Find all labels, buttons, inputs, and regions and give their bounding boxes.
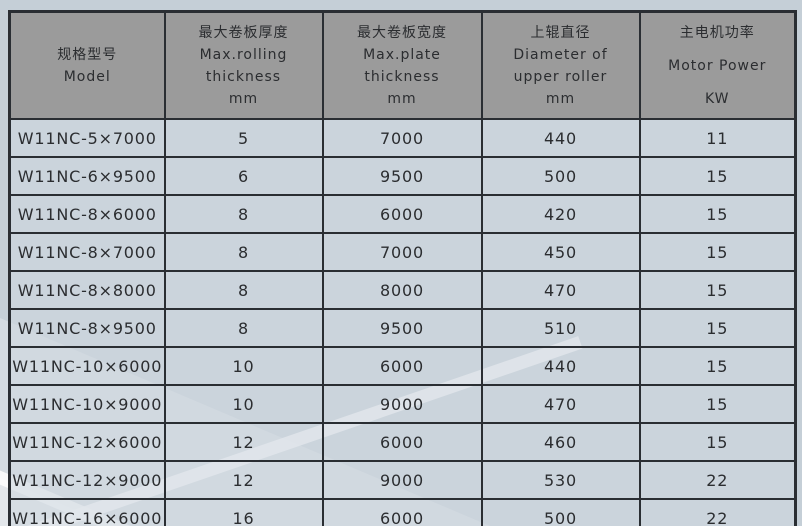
roller-diameter-cell: 510 bbox=[480, 308, 641, 348]
motor-power-cell: 22 bbox=[638, 460, 797, 500]
roller-diameter-cell: 460 bbox=[480, 422, 641, 462]
width-cell: 9000 bbox=[321, 460, 483, 500]
table-header: 规格型号 Model 最大卷板厚度 Max.rolling thickness … bbox=[8, 10, 797, 120]
table-row: W11NC-12×6000 12 6000 460 15 bbox=[8, 422, 797, 462]
table-row: W11NC-12×9000 12 9000 530 22 bbox=[8, 460, 797, 500]
spec-table: 规格型号 Model 最大卷板厚度 Max.rolling thickness … bbox=[8, 10, 797, 526]
motor-power-cell: 15 bbox=[638, 194, 797, 234]
width-cell: 6000 bbox=[321, 194, 483, 234]
header-line-cn: 上辊直径 bbox=[530, 24, 591, 41]
width-cell: 9500 bbox=[321, 156, 483, 196]
thickness-cell: 8 bbox=[163, 270, 324, 310]
table-row: W11NC-16×6000 16 6000 500 22 bbox=[8, 498, 797, 526]
motor-power-cell: 11 bbox=[638, 118, 797, 158]
motor-power-cell: 15 bbox=[638, 346, 797, 386]
table-row: W11NC-10×9000 10 9000 470 15 bbox=[8, 384, 797, 424]
thickness-cell: 10 bbox=[163, 346, 324, 386]
header-line-cn: 主电机功率 bbox=[679, 24, 755, 41]
roller-diameter-cell: 470 bbox=[480, 384, 641, 424]
motor-power-cell: 15 bbox=[638, 270, 797, 310]
header-line-en: Diameter of bbox=[513, 46, 608, 63]
roller-diameter-cell: 440 bbox=[480, 346, 641, 386]
column-header-motor-power: 主电机功率 Motor Power KW bbox=[638, 10, 797, 120]
header-line-unit: mm bbox=[228, 90, 259, 107]
table-row: W11NC-8×9500 8 9500 510 15 bbox=[8, 308, 797, 348]
roller-diameter-cell: 440 bbox=[480, 118, 641, 158]
header-line-unit: mm bbox=[545, 90, 576, 107]
table-row: W11NC-8×8000 8 8000 470 15 bbox=[8, 270, 797, 310]
model-cell: W11NC-8×9500 bbox=[8, 308, 166, 348]
model-cell: W11NC-10×9000 bbox=[8, 384, 166, 424]
motor-power-cell: 15 bbox=[638, 308, 797, 348]
model-cell: W11NC-8×7000 bbox=[8, 232, 166, 272]
model-cell: W11NC-12×9000 bbox=[8, 460, 166, 500]
roller-diameter-cell: 450 bbox=[480, 232, 641, 272]
thickness-cell: 8 bbox=[163, 232, 324, 272]
model-cell: W11NC-5×7000 bbox=[8, 118, 166, 158]
width-cell: 8000 bbox=[321, 270, 483, 310]
motor-power-cell: 15 bbox=[638, 384, 797, 424]
table-row: W11NC-10×6000 10 6000 440 15 bbox=[8, 346, 797, 386]
column-header-max-plate-width: 最大卷板宽度 Max.plate thickness mm bbox=[321, 10, 483, 120]
table-row: W11NC-8×7000 8 7000 450 15 bbox=[8, 232, 797, 272]
roller-diameter-cell: 500 bbox=[480, 156, 641, 196]
header-line-unit: mm bbox=[387, 90, 417, 107]
model-cell: W11NC-8×6000 bbox=[8, 194, 166, 234]
width-cell: 7000 bbox=[321, 232, 483, 272]
model-cell: W11NC-16×6000 bbox=[8, 498, 166, 526]
header-line-en: Model bbox=[63, 68, 111, 85]
model-cell: W11NC-10×6000 bbox=[8, 346, 166, 386]
motor-power-cell: 15 bbox=[638, 232, 797, 272]
header-line-en: upper roller bbox=[513, 68, 608, 85]
model-cell: W11NC-6×9500 bbox=[8, 156, 166, 196]
header-line-en: Max.plate bbox=[363, 46, 441, 63]
roller-diameter-cell: 420 bbox=[480, 194, 641, 234]
thickness-cell: 12 bbox=[163, 460, 324, 500]
motor-power-cell: 22 bbox=[638, 498, 797, 526]
column-header-model: 规格型号 Model bbox=[8, 10, 166, 120]
header-line-en: thickness bbox=[205, 68, 282, 85]
thickness-cell: 10 bbox=[163, 384, 324, 424]
roller-diameter-cell: 530 bbox=[480, 460, 641, 500]
width-cell: 9000 bbox=[321, 384, 483, 424]
thickness-cell: 12 bbox=[163, 422, 324, 462]
spec-table-container: 规格型号 Model 最大卷板厚度 Max.rolling thickness … bbox=[8, 10, 797, 526]
header-line-cn: 规格型号 bbox=[57, 46, 118, 63]
thickness-cell: 8 bbox=[163, 308, 324, 348]
thickness-cell: 5 bbox=[163, 118, 324, 158]
model-cell: W11NC-12×6000 bbox=[8, 422, 166, 462]
column-header-max-rolling-thickness: 最大卷板厚度 Max.rolling thickness mm bbox=[163, 10, 324, 120]
header-line-unit: KW bbox=[704, 90, 730, 107]
header-line-en: Max.rolling bbox=[199, 46, 288, 63]
header-line-en: thickness bbox=[364, 68, 440, 85]
header-line-cn: 最大卷板厚度 bbox=[198, 24, 289, 41]
table-row: W11NC-8×6000 8 6000 420 15 bbox=[8, 194, 797, 234]
width-cell: 6000 bbox=[321, 422, 483, 462]
header-line-en: Motor Power bbox=[668, 57, 767, 74]
header-line-cn: 最大卷板宽度 bbox=[357, 24, 447, 41]
table-row: W11NC-5×7000 5 7000 440 11 bbox=[8, 118, 797, 158]
roller-diameter-cell: 500 bbox=[480, 498, 641, 526]
motor-power-cell: 15 bbox=[638, 422, 797, 462]
thickness-cell: 16 bbox=[163, 498, 324, 526]
thickness-cell: 6 bbox=[163, 156, 324, 196]
table-body: W11NC-5×7000 5 7000 440 11 W11NC-6×9500 … bbox=[8, 118, 797, 526]
table-row: W11NC-6×9500 6 9500 500 15 bbox=[8, 156, 797, 196]
width-cell: 6000 bbox=[321, 346, 483, 386]
width-cell: 6000 bbox=[321, 498, 483, 526]
thickness-cell: 8 bbox=[163, 194, 324, 234]
header-row: 规格型号 Model 最大卷板厚度 Max.rolling thickness … bbox=[8, 10, 797, 120]
width-cell: 9500 bbox=[321, 308, 483, 348]
model-cell: W11NC-8×8000 bbox=[8, 270, 166, 310]
motor-power-cell: 15 bbox=[638, 156, 797, 196]
width-cell: 7000 bbox=[321, 118, 483, 158]
roller-diameter-cell: 470 bbox=[480, 270, 641, 310]
column-header-upper-roller-diameter: 上辊直径 Diameter of upper roller mm bbox=[480, 10, 641, 120]
